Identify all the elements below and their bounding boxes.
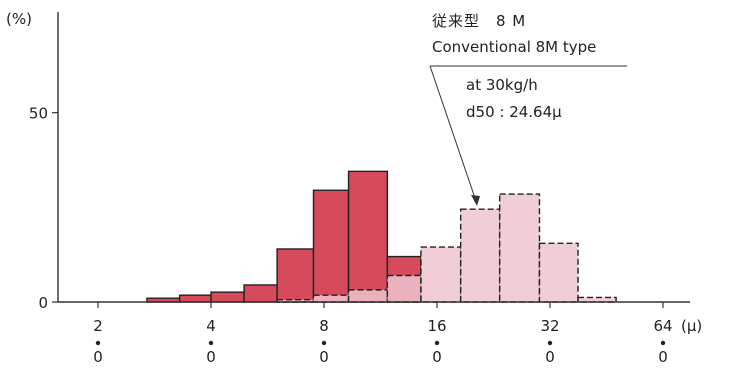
dashed-bar-7 — [538, 242, 579, 303]
x-tick-sublabel: 0 — [432, 348, 442, 366]
x-tick-dot — [434, 340, 440, 346]
annotation-feed-rate: at 30kg/h — [466, 76, 538, 94]
dashed-bar-5 — [459, 208, 501, 303]
x-tick-dot — [321, 340, 327, 346]
annotation-arrowhead — [471, 195, 480, 206]
x-tick-sublabel: 0 — [206, 348, 216, 366]
solid-bar-2 — [210, 291, 245, 303]
dashed-bar-3 — [386, 274, 422, 303]
x-tick-label: 64 — [653, 317, 672, 335]
dashed-bar-4 — [420, 246, 462, 303]
x-tick-sublabel: 0 — [93, 348, 103, 366]
tick-labels: 0 50 (%) 2 0 4 0 8 0 16 0 32 0 64 0 (μ) — [6, 10, 702, 366]
x-tick-sublabel: 0 — [545, 348, 555, 366]
x-tick-dot — [95, 340, 101, 346]
solid-bar-1 — [178, 294, 212, 303]
solid-bar-4 — [276, 248, 315, 303]
x-tick-label: 16 — [427, 317, 446, 335]
y-tick-label: 50 — [29, 105, 48, 123]
annotation-leader-line — [429, 65, 478, 205]
y-unit-label: (%) — [6, 10, 32, 28]
solid-bar-5 — [312, 189, 350, 303]
x-unit-label: (μ) — [681, 317, 702, 335]
x-tick-label: 4 — [206, 317, 216, 335]
dashed-bar-1 — [312, 294, 350, 303]
x-tick-dot — [547, 340, 553, 346]
solid-bar-6 — [347, 170, 389, 303]
x-tick-sublabel: 0 — [658, 348, 668, 366]
x-tick-label: 32 — [540, 317, 559, 335]
solid-series-bars — [146, 170, 422, 303]
x-tick-label: 8 — [319, 317, 329, 335]
x-tick-label: 2 — [93, 317, 103, 335]
dashed-bar-6 — [498, 193, 541, 303]
x-tick-sublabel: 0 — [319, 348, 329, 366]
axes — [52, 12, 690, 308]
y-tick-label: 0 — [38, 294, 48, 312]
dashed-series-bars — [276, 193, 617, 303]
dashed-bar-2 — [347, 289, 389, 303]
annotation-type-en: Conventional 8M type — [432, 38, 597, 56]
x-tick-dot — [208, 340, 214, 346]
x-tick-dot — [660, 340, 666, 346]
dashed-bar-8 — [577, 296, 617, 303]
annotation-type-jp: 従来型 8 M — [432, 12, 527, 30]
annotation-d50: d50 : 24.64μ — [466, 103, 562, 121]
solid-bar-3 — [243, 284, 278, 303]
